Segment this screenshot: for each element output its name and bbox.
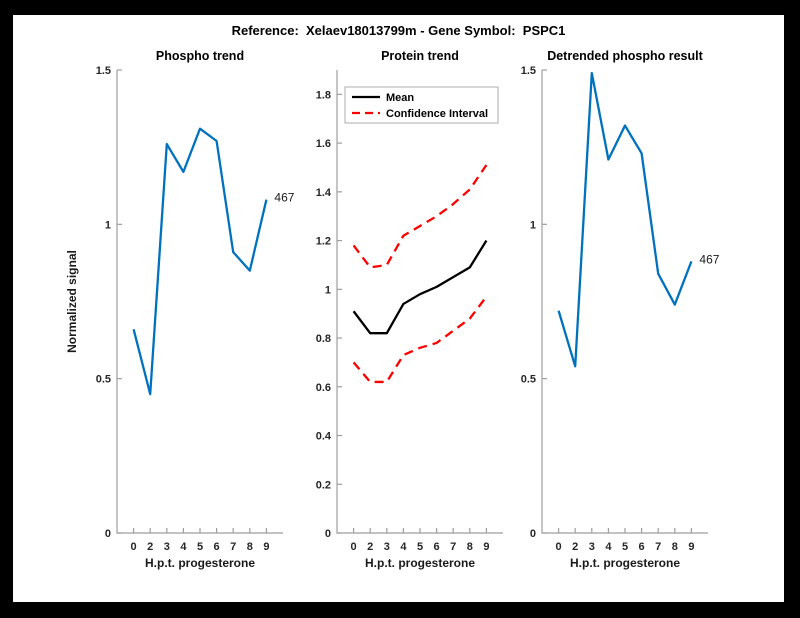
point-annotation: 467	[274, 191, 294, 205]
upper-confidence-interval-line	[352, 164, 488, 269]
lower-confidence-interval-line	[352, 295, 488, 384]
point-annotation: 467	[699, 252, 719, 266]
x-tick-label: 4	[180, 541, 187, 553]
y-tick-label: 1.6	[316, 138, 331, 150]
y-tick-label: 0	[530, 528, 536, 540]
x-axis-label: H.p.t. progesterone	[570, 556, 680, 570]
plot-title: Phospho trend	[156, 49, 244, 63]
y-tick-label: 1.5	[521, 65, 536, 77]
x-tick-label: 5	[622, 541, 628, 553]
x-axis-label: H.p.t. progesterone	[365, 556, 475, 570]
x-tick-label: 8	[247, 541, 253, 553]
y-tick-label: 1.2	[316, 236, 331, 248]
x-tick-label: 7	[230, 541, 236, 553]
x-tick-label: 2	[147, 541, 153, 553]
legend: Mean Confidence Interval	[344, 86, 499, 124]
x-tick-label: 7	[655, 541, 661, 553]
x-tick-label: 4	[605, 541, 612, 553]
y-tick-label: 0.5	[96, 374, 111, 386]
axes	[541, 70, 708, 534]
detrended-phospho-signal-line	[557, 71, 693, 368]
y-tick-label: 0.8	[316, 333, 331, 345]
x-axis-label: H.p.t. progesterone	[145, 556, 255, 570]
figure-title: Reference: Xelaev18013799m - Gene Symbol…	[231, 23, 566, 38]
y-tick-label: 1	[325, 284, 331, 296]
y-tick-label: 1.4	[316, 187, 332, 199]
y-tick-label: 0.5	[521, 374, 536, 386]
y-tick-label: 0	[105, 528, 111, 540]
y-tick-label: 0	[325, 528, 331, 540]
y-tick-label: 1.8	[316, 89, 331, 101]
x-tick-label: 6	[214, 541, 220, 553]
y-tick-label: 0.4	[316, 431, 332, 443]
protein-trend-plot: 00.20.40.60.811.21.41.61.80 2 3 4 5 6 7 8 9Prote…	[316, 49, 503, 570]
y-tick-label: 0.6	[316, 382, 331, 394]
x-tick-label: 2	[572, 541, 578, 553]
x-tick-label: 2	[367, 541, 373, 553]
x-tick-label: 5	[417, 541, 423, 553]
axes	[336, 70, 503, 534]
y-tick-label: 0.2	[316, 479, 331, 491]
x-tick-label: 6	[434, 541, 440, 553]
x-tick-label: 7	[450, 541, 456, 553]
y-axis-label: Normalized signal	[65, 250, 79, 353]
axes	[116, 70, 283, 534]
x-tick-label: 4	[400, 541, 407, 553]
mean-line	[352, 239, 488, 335]
x-tick-label: 3	[164, 541, 170, 553]
phospho-signal-line	[132, 127, 268, 396]
x-tick-label: 3	[589, 541, 595, 553]
x-tick-label: 0	[351, 541, 357, 553]
x-tick-label: 9	[263, 541, 269, 553]
x-tick-label: 9	[483, 541, 489, 553]
plot-title: Protein trend	[381, 49, 459, 63]
legend-label: Confidence Interval	[386, 108, 488, 120]
legend-box	[344, 86, 499, 124]
x-tick-label: 5	[197, 541, 203, 553]
figure-canvas: Reference: Xelaev18013799m - Gene Symbol…	[13, 15, 784, 602]
y-tick-label: 1.5	[96, 65, 111, 77]
plot-title: Detrended phospho result	[547, 49, 703, 63]
y-tick-label: 1	[105, 219, 111, 231]
x-tick-label: 8	[672, 541, 678, 553]
x-tick-label: 6	[639, 541, 645, 553]
x-tick-label: 9	[688, 541, 694, 553]
x-tick-label: 0	[556, 541, 562, 553]
y-tick-label: 1	[530, 219, 536, 231]
x-tick-label: 8	[467, 541, 473, 553]
x-tick-label: 0	[131, 541, 137, 553]
x-tick-label: 3	[384, 541, 390, 553]
legend-label: Mean	[386, 92, 414, 104]
